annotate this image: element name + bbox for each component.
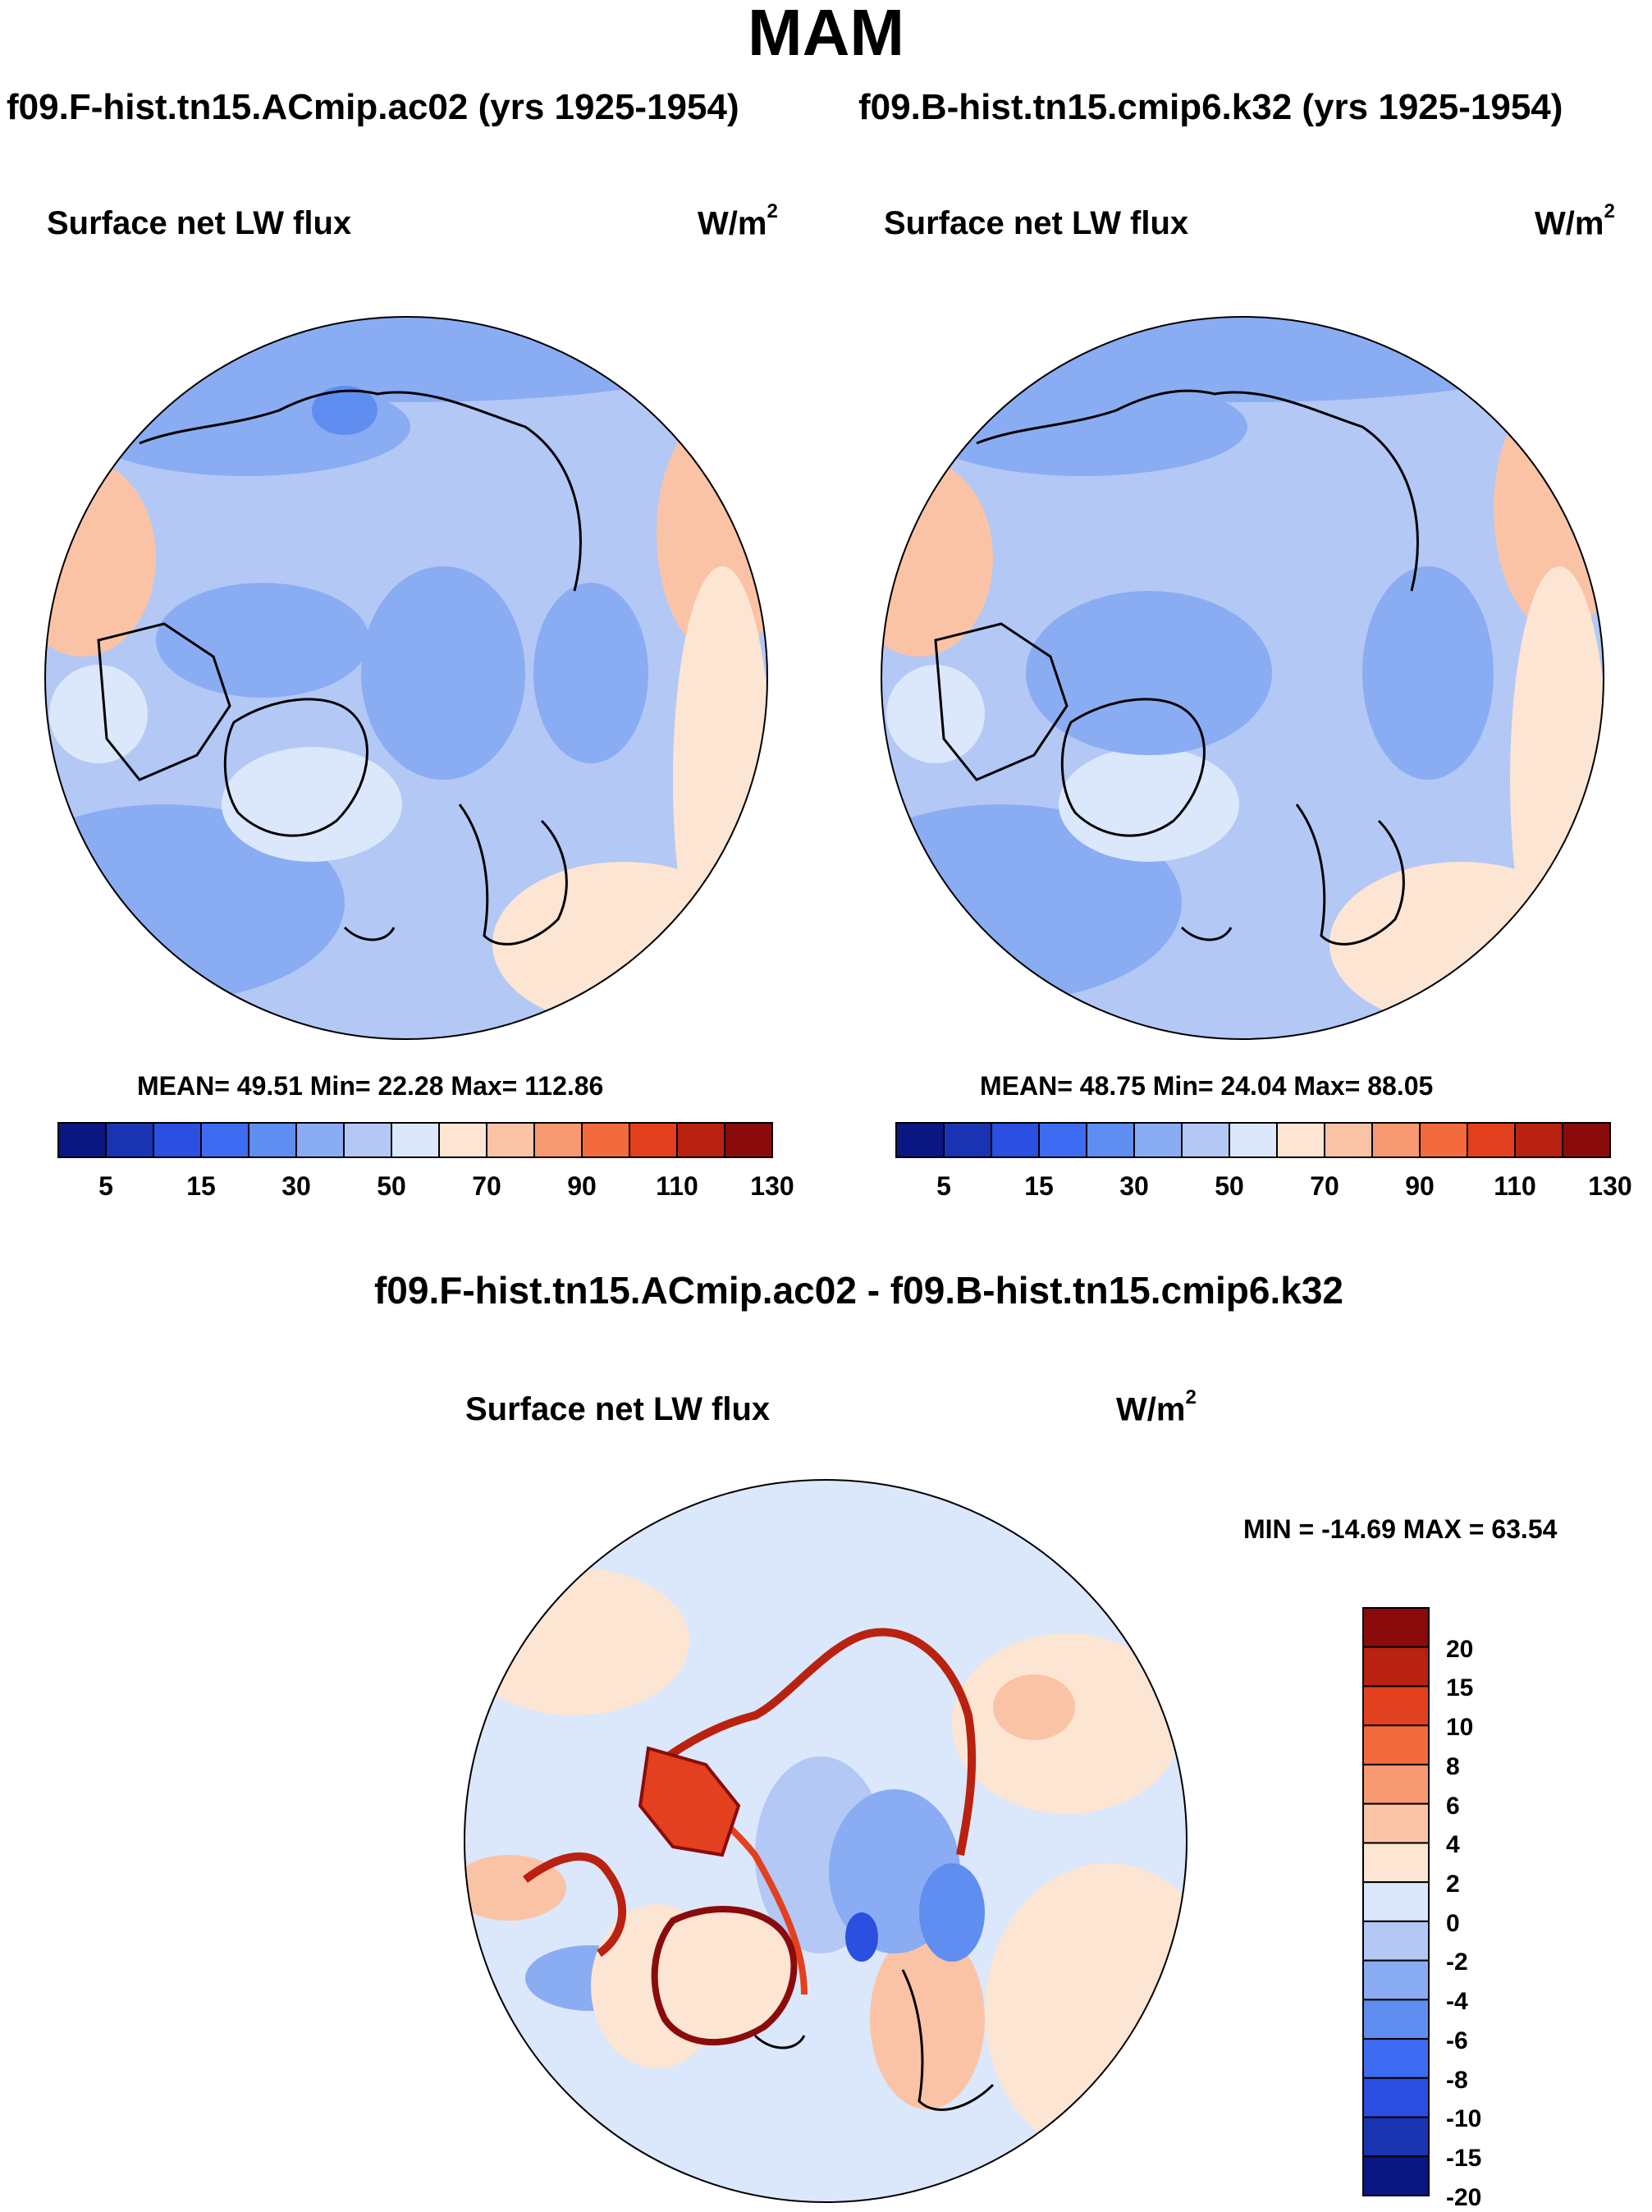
diff-colorbar-label: -6 — [1446, 2027, 1468, 2055]
right-colorbar-label: 50 — [1197, 1171, 1262, 1202]
diff-colorbar-swatch — [1363, 1647, 1429, 1687]
left-colorbar-label: 30 — [263, 1171, 329, 1202]
left-colorbar-swatch — [582, 1123, 629, 1157]
left-colorbar-swatch — [58, 1123, 106, 1157]
diff-colorbar-swatch — [1363, 1804, 1429, 1843]
diff-colorbar-swatch — [1363, 1843, 1429, 1882]
right-colorbar-swatch — [1277, 1123, 1325, 1157]
right-colorbar-swatch — [1515, 1123, 1563, 1157]
left-colorbar-swatch — [534, 1123, 582, 1157]
diff-colorbar-label: -8 — [1446, 2067, 1468, 2095]
right-colorbar-label: 5 — [911, 1171, 977, 1202]
diff-colorbar-swatch — [1363, 2118, 1429, 2157]
right-colorbar-swatch — [1039, 1123, 1087, 1157]
diff-colorbar-swatch — [1363, 2039, 1429, 2078]
left-colorbar-label: 110 — [644, 1171, 710, 1202]
right-colorbar-swatch — [1134, 1123, 1182, 1157]
right-colorbar-label: 30 — [1101, 1171, 1167, 1202]
left-colorbar-swatch — [344, 1123, 391, 1157]
right-colorbar-swatch — [1182, 1123, 1229, 1157]
left-colorbar-swatch — [677, 1123, 725, 1157]
left-colorbar-swatch — [629, 1123, 677, 1157]
right-panel-stats: MEAN= 48.75 Min= 24.04 Max= 88.05 — [980, 1071, 1433, 1101]
diff-colorbar-swatch — [1363, 2156, 1429, 2196]
right-colorbar-swatch — [1087, 1123, 1134, 1157]
diff-colorbar-swatch — [1363, 1725, 1429, 1765]
diff-colorbar-label: 0 — [1446, 1910, 1460, 1938]
left-colorbar-swatch — [391, 1123, 439, 1157]
diff-colorbar-label: 10 — [1446, 1714, 1473, 1742]
diff-colorbar-label: -2 — [1446, 1949, 1468, 1976]
left-colorbar-swatch — [487, 1123, 534, 1157]
diff-colorbar-label: 15 — [1446, 1674, 1473, 1702]
right-colorbar-swatch — [944, 1123, 991, 1157]
diff-colorbar-label: 8 — [1446, 1753, 1460, 1781]
left-colorbar-label: 90 — [549, 1171, 615, 1202]
diff-colorbar-label: -15 — [1446, 2145, 1481, 2173]
left-colorbar-swatch — [153, 1123, 201, 1157]
left-colorbar-swatch — [439, 1123, 487, 1157]
left-colorbar-swatch — [106, 1123, 153, 1157]
left-colorbar-swatch — [249, 1123, 296, 1157]
left-colorbar — [57, 1122, 773, 1158]
left-colorbar-swatch — [725, 1123, 772, 1157]
right-colorbar-swatch — [1372, 1123, 1420, 1157]
right-colorbar-swatch — [1467, 1123, 1515, 1157]
diff-panel-stats: MIN = -14.69 MAX = 63.54 — [1243, 1514, 1557, 1545]
right-colorbar — [895, 1122, 1611, 1158]
diff-colorbar-swatch — [1363, 1686, 1429, 1725]
right-colorbar-label: 15 — [1006, 1171, 1072, 1202]
right-colorbar-swatch — [1563, 1123, 1610, 1157]
left-colorbar-label: 15 — [168, 1171, 234, 1202]
left-colorbar-label: 130 — [739, 1171, 805, 1202]
left-panel-stats: MEAN= 49.51 Min= 22.28 Max= 112.86 — [137, 1071, 603, 1101]
diff-colorbar — [1362, 1607, 1431, 2198]
left-colorbar-label: 50 — [359, 1171, 424, 1202]
diff-colorbar-swatch — [1363, 1608, 1429, 1647]
diff-colorbar-label: 20 — [1446, 1636, 1473, 1664]
left-colorbar-label: 5 — [73, 1171, 139, 1202]
diff-colorbar-swatch — [1363, 2078, 1429, 2118]
right-colorbar-swatch — [1420, 1123, 1467, 1157]
right-colorbar-label: 70 — [1292, 1171, 1357, 1202]
diff-colorbar-label: 2 — [1446, 1871, 1460, 1898]
right-colorbar-swatch — [991, 1123, 1039, 1157]
right-colorbar-swatch — [896, 1123, 944, 1157]
diff-colorbar-swatch — [1363, 1882, 1429, 1921]
diff-colorbar-swatch — [1363, 1961, 1429, 2000]
right-colorbar-swatch — [1229, 1123, 1277, 1157]
diff-colorbar-label: 6 — [1446, 1793, 1460, 1820]
right-colorbar-swatch — [1325, 1123, 1372, 1157]
diff-colorbar-label: -10 — [1446, 2105, 1481, 2133]
right-colorbar-label: 110 — [1482, 1171, 1548, 1202]
diff-colorbar-label: 4 — [1446, 1831, 1460, 1859]
right-colorbar-label: 90 — [1387, 1171, 1453, 1202]
diff-colorbar-swatch — [1363, 1765, 1429, 1804]
left-colorbar-swatch — [296, 1123, 344, 1157]
right-colorbar-label: 130 — [1577, 1171, 1643, 1202]
diff-colorbar-swatch — [1363, 1999, 1429, 2039]
diff-colorbar-swatch — [1363, 1921, 1429, 1961]
left-colorbar-swatch — [201, 1123, 249, 1157]
left-colorbar-label: 70 — [454, 1171, 519, 1202]
diff-colorbar-label: -20 — [1446, 2184, 1481, 2212]
diff-colorbar-label: -4 — [1446, 1988, 1468, 2016]
